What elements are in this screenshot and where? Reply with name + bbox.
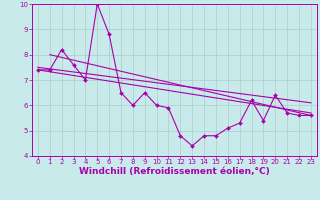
- X-axis label: Windchill (Refroidissement éolien,°C): Windchill (Refroidissement éolien,°C): [79, 167, 270, 176]
